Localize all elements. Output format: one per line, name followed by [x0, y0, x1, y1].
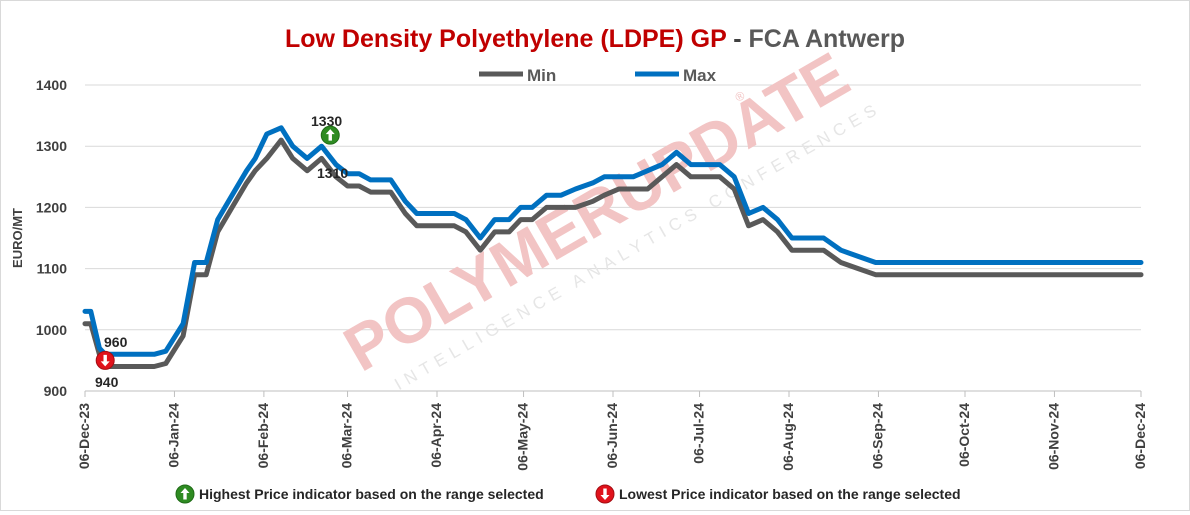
legend-max-label: Max [683, 66, 717, 85]
low-max-label: 960 [104, 334, 128, 350]
high-max-label: 1330 [311, 113, 342, 129]
x-tick-label: 06-Sep-24 [869, 403, 885, 469]
low-min-label: 940 [95, 374, 119, 390]
series-line-min [82, 137, 1144, 369]
annotations: 1330 1310 960 940 [95, 113, 348, 390]
y-tick-label: 900 [44, 383, 68, 399]
x-tick-label: 06-May-24 [515, 403, 531, 471]
y-axis-ticks: 900 1000 1100 1200 1300 1400 [36, 77, 67, 399]
chart-title: Low Density Polyethylene (LDPE) GP - FCA… [285, 25, 905, 53]
x-tick-label: 06-Oct-24 [956, 403, 972, 467]
x-tick-label: 06-Nov-24 [1045, 403, 1061, 470]
footer-low-icon [595, 484, 615, 504]
arrow-up-circle-icon [180, 488, 190, 500]
chart-title-separator: - [726, 25, 748, 53]
low-price-marker [95, 350, 115, 370]
watermark: POLYMERUPDATE INTELLIGENCE ANALYTICS CON… [332, 38, 885, 394]
x-tick-label: 06-Dec-23 [76, 403, 92, 469]
footer-high-icon [175, 484, 195, 504]
arrow-down-circle-icon [100, 354, 110, 367]
x-tick-label: 06-Jul-24 [691, 403, 707, 464]
series-line-max [82, 125, 1144, 357]
high-min-label: 1310 [317, 165, 348, 181]
footer-low-text: Lowest Price indicator based on the rang… [619, 486, 961, 502]
x-axis: 06-Dec-23 06-Jan-24 06-Feb-24 06-Mar-24 06-A… [76, 390, 1148, 471]
x-tick-label: 06-Dec-24 [1132, 403, 1148, 469]
arrow-up-circle-icon [325, 129, 335, 141]
footer-high-text: Highest Price indicator based on the ran… [199, 486, 544, 502]
legend: Min Max [479, 66, 717, 85]
x-tick-label: 06-Jun-24 [604, 403, 620, 469]
y-tick-label: 1400 [36, 77, 67, 93]
chart-title-sub: FCA Antwerp [749, 25, 905, 53]
chart-title-main: Low Density Polyethylene (LDPE) GP [285, 25, 726, 53]
y-tick-label: 1100 [37, 261, 68, 277]
y-tick-label: 1000 [36, 322, 67, 338]
y-tick-label: 1200 [36, 199, 67, 215]
watermark-brand: POLYMERUPDATE [332, 38, 861, 385]
high-price-marker [320, 125, 340, 145]
x-tick-label: 06-Mar-24 [339, 403, 355, 469]
x-tick-label: 06-Aug-24 [780, 403, 796, 471]
y-tick-label: 1300 [36, 138, 67, 154]
x-tick-label: 06-Jan-24 [165, 403, 181, 468]
y-axis-title: EURO/MT [10, 208, 25, 268]
x-tick-label: 06-Feb-24 [255, 403, 271, 469]
arrow-down-circle-icon [600, 488, 610, 500]
legend-min-label: Min [527, 66, 556, 85]
x-tick-label: 06-Apr-24 [428, 403, 444, 468]
footer-legend: Highest Price indicator based on the ran… [175, 484, 961, 504]
series-lines [82, 125, 1144, 369]
